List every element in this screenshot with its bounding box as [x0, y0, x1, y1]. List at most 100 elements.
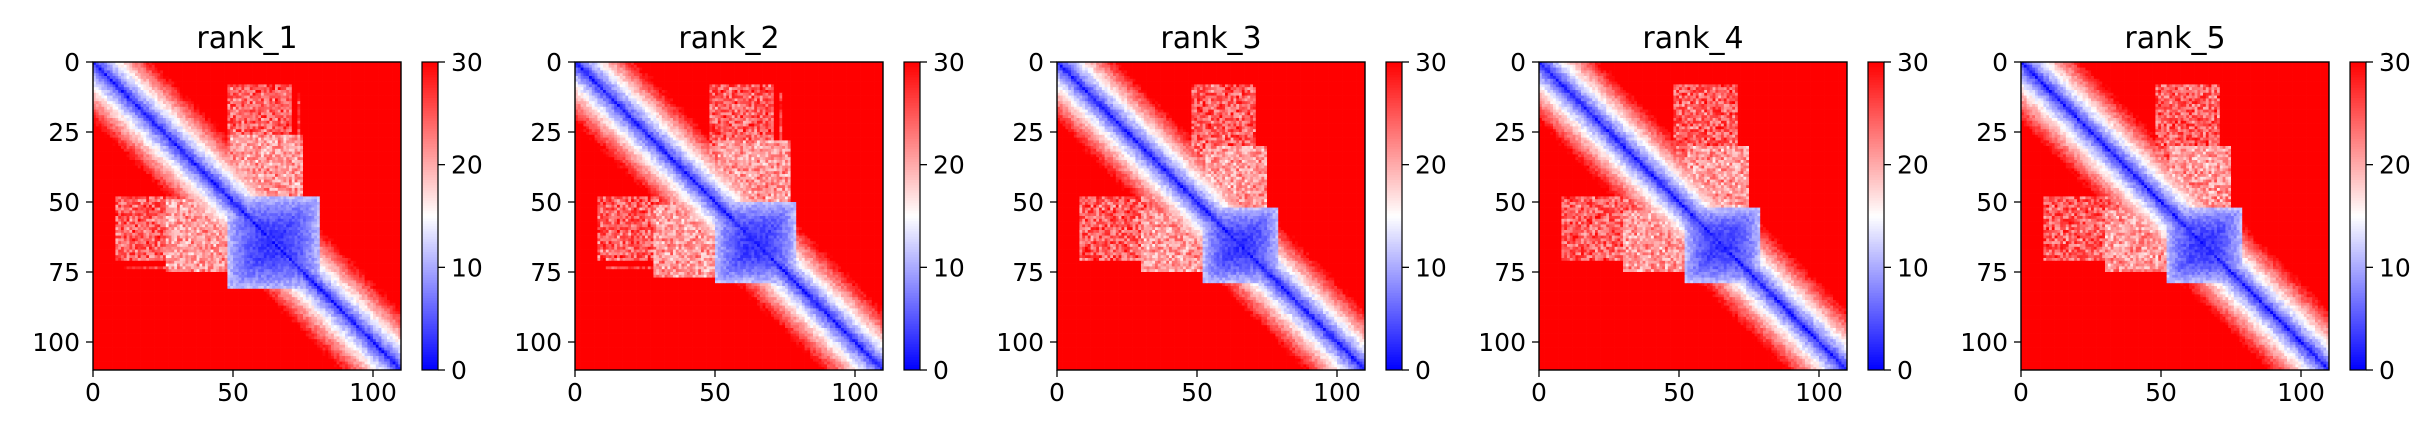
heatmap-cell — [152, 70, 155, 73]
heatmap-cell — [359, 65, 362, 68]
heatmap-cell — [213, 65, 216, 68]
heatmap-cell — [225, 76, 228, 79]
heatmap-cell — [376, 65, 379, 68]
heatmap-cell — [205, 73, 208, 76]
heatmap-cell — [101, 68, 104, 71]
heatmap-cell — [113, 68, 116, 71]
heatmap-cell — [373, 65, 376, 68]
heatmap-cell — [225, 65, 228, 68]
heatmap-cell — [171, 65, 174, 68]
heatmap-cell — [303, 68, 306, 71]
heatmap-cell — [183, 73, 186, 76]
heatmap-cell — [348, 73, 351, 76]
heatmap-cell — [278, 70, 281, 73]
heatmap-cell — [99, 68, 102, 71]
heatmap-cell — [230, 70, 233, 73]
heatmap-cell — [129, 68, 132, 71]
heatmap-cell — [230, 65, 233, 68]
heatmap-cell — [115, 76, 118, 79]
heatmap-cell — [356, 65, 359, 68]
heatmap-cell — [348, 70, 351, 73]
heatmap-cell — [283, 73, 286, 76]
heatmap-cell — [163, 76, 166, 79]
heatmap-cell — [222, 65, 225, 68]
heatmap-cell — [339, 73, 342, 76]
heatmap-cell — [258, 73, 261, 76]
heatmap-cell — [118, 65, 121, 68]
heatmap-cell — [384, 68, 387, 71]
heatmap-cell — [317, 70, 320, 73]
heatmap-cell — [191, 76, 194, 79]
heatmap-cell — [239, 76, 242, 79]
heatmap-cell — [149, 68, 152, 71]
heatmap-cell — [194, 76, 197, 79]
heatmap-cell — [250, 76, 253, 79]
heatmap-cell — [317, 73, 320, 76]
heatmap-cell — [160, 76, 163, 79]
heatmap-cell — [107, 73, 110, 76]
heatmap-cell — [149, 70, 152, 73]
heatmap-cell — [255, 76, 258, 79]
heatmap-cells — [93, 62, 401, 370]
heatmap-cell — [121, 68, 124, 71]
panels: rank_10 50 10002550751000102030rank_20 50 10… — [32, 21, 2411, 407]
heatmap-cell — [393, 68, 396, 71]
heatmap-cell — [104, 76, 107, 79]
heatmap-cell — [269, 70, 272, 73]
heatmap-cell — [328, 73, 331, 76]
heatmap-cell — [216, 65, 219, 68]
heatmap-cell — [331, 70, 334, 73]
heatmap-cell — [216, 70, 219, 73]
heatmap-cell — [328, 70, 331, 73]
heatmap-cell — [138, 73, 141, 76]
heatmap-cell — [283, 65, 286, 68]
heatmap-cell — [261, 70, 264, 73]
heatmap-cell — [110, 65, 113, 68]
heatmap-cell — [135, 73, 138, 76]
heatmap-cell — [309, 70, 312, 73]
heatmap-cell — [306, 70, 309, 73]
heatmap-cell — [194, 65, 197, 68]
heatmap-cell — [197, 65, 200, 68]
heatmap-cell — [233, 68, 236, 71]
heatmap-cell — [152, 73, 155, 76]
heatmap-cell — [395, 68, 398, 71]
heatmap-cell — [286, 65, 289, 68]
heatmap-cell — [267, 70, 270, 73]
heatmap-cell — [370, 65, 373, 68]
heatmap-cell — [141, 76, 144, 79]
heatmap-cell — [317, 68, 320, 71]
heatmap-cell — [191, 65, 194, 68]
heatmap-cell — [163, 68, 166, 71]
heatmap-cell — [185, 65, 188, 68]
heatmap-cell — [334, 65, 337, 68]
heatmap-cell — [264, 70, 267, 73]
heatmap-cell — [155, 73, 158, 76]
heatmap-cell — [325, 70, 328, 73]
heatmap-cell — [113, 73, 116, 76]
heatmap-cell — [320, 65, 323, 68]
heatmap-cell — [202, 70, 205, 73]
heatmap-cell — [247, 70, 250, 73]
heatmap-cell — [272, 76, 275, 79]
heatmap-cell — [362, 68, 365, 71]
heatmap-cell — [295, 73, 298, 76]
heatmap-cell — [275, 65, 278, 68]
heatmap-cell — [250, 68, 253, 71]
heatmap-cell — [244, 68, 247, 71]
heatmap-cell — [101, 73, 104, 76]
heatmap-cell — [149, 65, 152, 68]
heatmap-cell — [387, 68, 390, 71]
panel-1: rank_10 50 10002550751000102030 — [32, 21, 483, 407]
heatmap-cell — [255, 70, 258, 73]
heatmap-cell — [127, 68, 130, 71]
heatmap-cell — [328, 65, 331, 68]
heatmap-cell — [199, 68, 202, 71]
heatmap-cell — [289, 68, 292, 71]
heatmap-cell — [138, 65, 141, 68]
heatmap-cell — [325, 73, 328, 76]
heatmap-cell — [300, 65, 303, 68]
heatmap-cell — [320, 70, 323, 73]
heatmap-cell — [227, 65, 230, 68]
heatmap-cell — [146, 73, 149, 76]
